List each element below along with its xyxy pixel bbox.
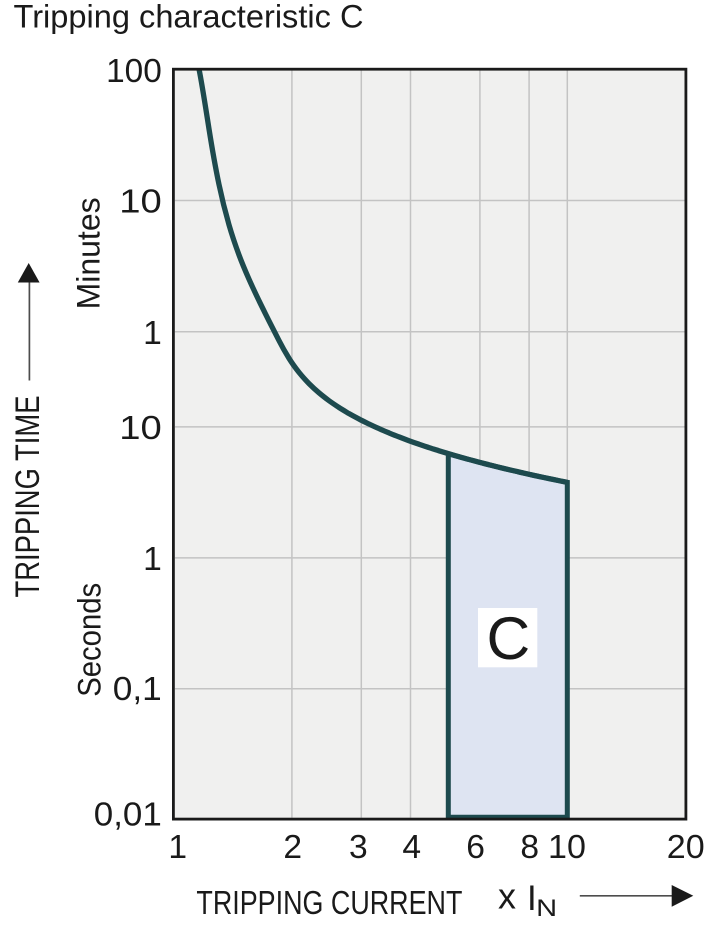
svg-text:4: 4 [402,829,421,866]
svg-text:1: 1 [168,829,187,866]
svg-text:Tripping characteristic C: Tripping characteristic C [14,0,364,35]
svg-text:I: I [527,879,537,918]
svg-text:1: 1 [143,541,162,578]
svg-text:TRIPPING TIME: TRIPPING TIME [9,396,47,598]
svg-text:0,1: 0,1 [113,671,162,708]
svg-text:Minutes: Minutes [71,197,107,309]
svg-text:100: 100 [106,53,162,90]
svg-text:2: 2 [283,829,302,866]
svg-text:N: N [536,895,557,922]
svg-text:C: C [486,604,530,672]
svg-text:TRIPPING CURRENT: TRIPPING CURRENT [196,884,462,921]
svg-text:8: 8 [520,829,539,866]
svg-text:6: 6 [466,829,485,866]
svg-text:20: 20 [667,829,705,866]
svg-text:10: 10 [119,184,162,221]
svg-text:Seconds: Seconds [72,583,108,697]
svg-text:3: 3 [349,829,368,866]
svg-text:0,01: 0,01 [94,796,162,833]
svg-text:10: 10 [119,410,162,447]
svg-text:10: 10 [548,829,586,866]
svg-text:x: x [498,876,516,917]
svg-text:1: 1 [143,315,162,352]
